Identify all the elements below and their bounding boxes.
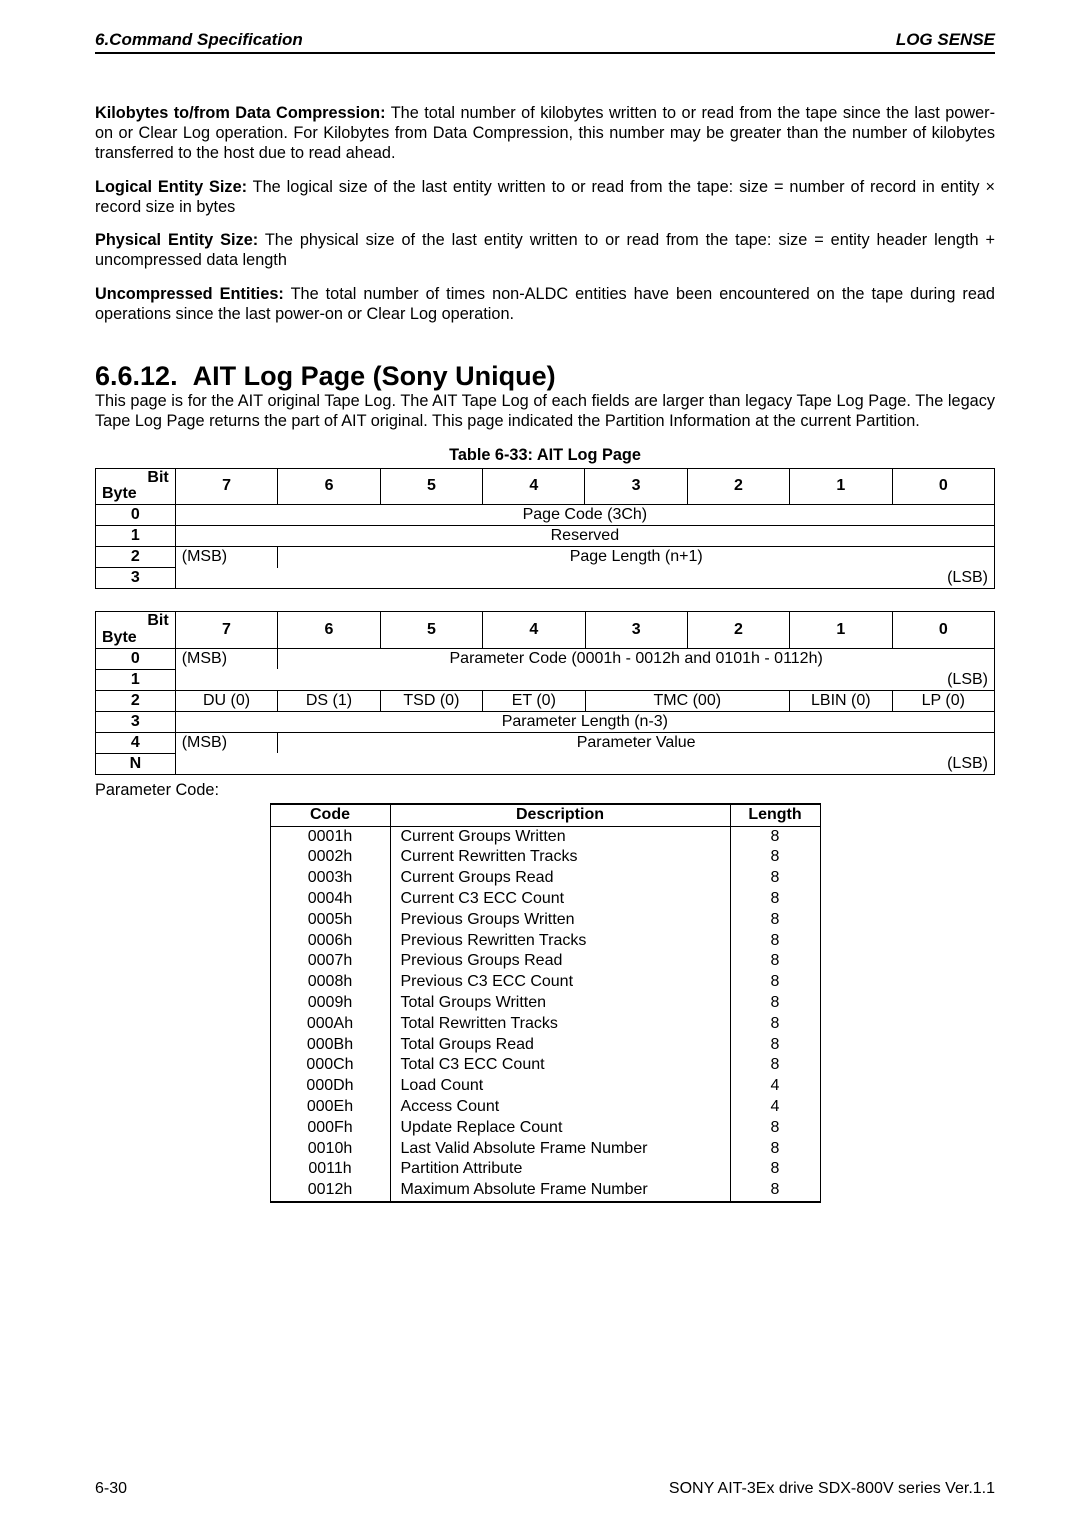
codes-cell: 8 bbox=[730, 931, 820, 952]
footer-right: SONY AIT-3Ex drive SDX-800V series Ver.1… bbox=[669, 1480, 995, 1498]
codes-cell: 8 bbox=[730, 993, 820, 1014]
codes-cell: Current Groups Read bbox=[390, 868, 730, 889]
definition-term: Uncompressed Entities: bbox=[95, 285, 284, 303]
codes-cell: Total Groups Written bbox=[390, 993, 730, 1014]
bit-col-7: 7 bbox=[175, 612, 278, 649]
definition-term: Kilobytes to/from Data Compression: bbox=[95, 104, 386, 122]
codes-cell: 000Dh bbox=[270, 1076, 390, 1097]
codes-cell: 000Fh bbox=[270, 1118, 390, 1139]
codes-cell: Maximum Absolute Frame Number bbox=[390, 1180, 730, 1202]
codes-cell: 8 bbox=[730, 1035, 820, 1056]
definition-3: Uncompressed Entities: The total number … bbox=[95, 285, 995, 325]
codes-cell: 8 bbox=[730, 1014, 820, 1035]
codes-cell: Previous C3 ECC Count bbox=[390, 972, 730, 993]
codes-cell: 0012h bbox=[270, 1180, 390, 1202]
codes-cell: 8 bbox=[730, 868, 820, 889]
codes-cell: Previous Rewritten Tracks bbox=[390, 931, 730, 952]
definition-term: Logical Entity Size: bbox=[95, 178, 247, 196]
codes-cell: 8 bbox=[730, 1139, 820, 1160]
codes-cell: 8 bbox=[730, 972, 820, 993]
codes-cell: 000Ch bbox=[270, 1055, 390, 1076]
codes-cell: Current Groups Written bbox=[390, 826, 730, 847]
table1-caption: Table 6-33: AIT Log Page bbox=[95, 446, 995, 465]
codes-header-0: Code bbox=[270, 804, 390, 826]
codes-cell: 0001h bbox=[270, 826, 390, 847]
codes-cell: Total Groups Read bbox=[390, 1035, 730, 1056]
codes-cell: 4 bbox=[730, 1076, 820, 1097]
codes-cell: Current Rewritten Tracks bbox=[390, 847, 730, 868]
codes-cell: Previous Groups Read bbox=[390, 951, 730, 972]
codes-cell: 0008h bbox=[270, 972, 390, 993]
codes-cell: 8 bbox=[730, 1055, 820, 1076]
codes-cell: 0002h bbox=[270, 847, 390, 868]
codes-cell: 8 bbox=[730, 1118, 820, 1139]
bit-col-5: 5 bbox=[380, 468, 482, 505]
codes-header-2: Length bbox=[730, 804, 820, 826]
codes-cell: Access Count bbox=[390, 1097, 730, 1118]
codes-cell: 0006h bbox=[270, 931, 390, 952]
codes-cell: 0005h bbox=[270, 910, 390, 931]
bit-col-0: 0 bbox=[892, 612, 994, 649]
bit-col-2: 2 bbox=[687, 468, 789, 505]
footer-left: 6-30 bbox=[95, 1480, 127, 1498]
bit-col-6: 6 bbox=[278, 612, 380, 649]
bit-col-0: 0 bbox=[892, 468, 994, 505]
codes-cell: 8 bbox=[730, 1159, 820, 1180]
codes-cell: 000Ah bbox=[270, 1014, 390, 1035]
codes-cell: Total C3 ECC Count bbox=[390, 1055, 730, 1076]
codes-cell: 0009h bbox=[270, 993, 390, 1014]
codes-cell: 0010h bbox=[270, 1139, 390, 1160]
codes-cell: 0003h bbox=[270, 868, 390, 889]
codes-cell: 8 bbox=[730, 951, 820, 972]
bit-col-6: 6 bbox=[278, 468, 380, 505]
codes-cell: Load Count bbox=[390, 1076, 730, 1097]
header-left: 6.Command Specification bbox=[95, 30, 303, 50]
codes-table: CodeDescriptionLength 0001hCurrent Groups… bbox=[270, 803, 821, 1203]
definition-2: Physical Entity Size: The physical size … bbox=[95, 231, 995, 271]
codes-cell: 4 bbox=[730, 1097, 820, 1118]
bit-byte-header: BitByte bbox=[96, 612, 176, 649]
codes-cell: 000Bh bbox=[270, 1035, 390, 1056]
codes-cell: 8 bbox=[730, 1180, 820, 1202]
table2: BitByte765432100(MSB)Parameter Code (000… bbox=[95, 611, 995, 775]
codes-cell: Previous Groups Written bbox=[390, 910, 730, 931]
codes-cell: 8 bbox=[730, 826, 820, 847]
table1: BitByte765432100Page Code (3Ch)1Reserved… bbox=[95, 468, 995, 590]
section-intro: This page is for the AIT original Tape L… bbox=[95, 392, 995, 432]
codes-cell: Last Valid Absolute Frame Number bbox=[390, 1139, 730, 1160]
bit-col-3: 3 bbox=[585, 612, 687, 649]
bit-col-4: 4 bbox=[483, 612, 585, 649]
header-right: LOG SENSE bbox=[896, 30, 995, 50]
codes-cell: 8 bbox=[730, 910, 820, 931]
bit-col-4: 4 bbox=[483, 468, 585, 505]
codes-cell: Update Replace Count bbox=[390, 1118, 730, 1139]
codes-cell: Partition Attribute bbox=[390, 1159, 730, 1180]
bit-col-3: 3 bbox=[585, 468, 687, 505]
codes-cell: Current C3 ECC Count bbox=[390, 889, 730, 910]
bit-col-1: 1 bbox=[790, 468, 892, 505]
codes-cell: 0007h bbox=[270, 951, 390, 972]
definition-term: Physical Entity Size: bbox=[95, 231, 258, 249]
section-title: AIT Log Page (Sony Unique) bbox=[193, 361, 556, 391]
definition-1: Logical Entity Size: The logical size of… bbox=[95, 178, 995, 218]
bit-col-1: 1 bbox=[790, 612, 893, 649]
parameter-code-label: Parameter Code: bbox=[95, 781, 995, 800]
codes-cell: 8 bbox=[730, 889, 820, 910]
bit-col-7: 7 bbox=[175, 468, 278, 505]
codes-cell: 0004h bbox=[270, 889, 390, 910]
section-heading: 6.6.12. AIT Log Page (Sony Unique) bbox=[95, 361, 995, 392]
codes-cell: 8 bbox=[730, 847, 820, 868]
bit-col-2: 2 bbox=[687, 612, 789, 649]
section-number: 6.6.12. bbox=[95, 361, 178, 391]
codes-cell: 0011h bbox=[270, 1159, 390, 1180]
definition-0: Kilobytes to/from Data Compression: The … bbox=[95, 104, 995, 164]
codes-cell: 000Eh bbox=[270, 1097, 390, 1118]
bit-col-5: 5 bbox=[380, 612, 482, 649]
codes-cell: Total Rewritten Tracks bbox=[390, 1014, 730, 1035]
codes-header-1: Description bbox=[390, 804, 730, 826]
bit-byte-header: BitByte bbox=[96, 468, 176, 505]
